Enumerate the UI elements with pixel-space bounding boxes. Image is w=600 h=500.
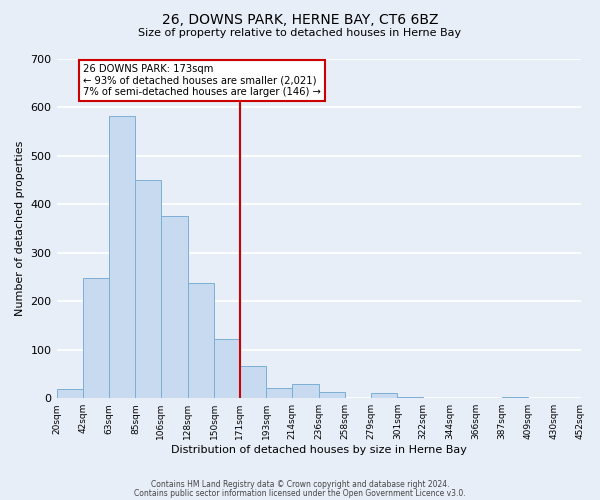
- X-axis label: Distribution of detached houses by size in Herne Bay: Distribution of detached houses by size …: [170, 445, 466, 455]
- Y-axis label: Number of detached properties: Number of detached properties: [15, 141, 25, 316]
- Bar: [319, 392, 345, 398]
- Bar: [214, 339, 239, 398]
- Text: 26, DOWNS PARK, HERNE BAY, CT6 6BZ: 26, DOWNS PARK, HERNE BAY, CT6 6BZ: [162, 12, 438, 26]
- Text: 26 DOWNS PARK: 173sqm
← 93% of detached houses are smaller (2,021)
7% of semi-de: 26 DOWNS PARK: 173sqm ← 93% of detached …: [83, 64, 321, 97]
- Bar: [502, 397, 529, 398]
- Bar: [266, 388, 292, 398]
- Bar: [292, 384, 319, 398]
- Text: Contains public sector information licensed under the Open Government Licence v3: Contains public sector information licen…: [134, 488, 466, 498]
- Bar: [161, 216, 188, 398]
- Bar: [83, 278, 109, 398]
- Bar: [56, 390, 83, 398]
- Bar: [109, 116, 136, 398]
- Bar: [371, 394, 397, 398]
- Text: Size of property relative to detached houses in Herne Bay: Size of property relative to detached ho…: [139, 28, 461, 38]
- Text: Contains HM Land Registry data © Crown copyright and database right 2024.: Contains HM Land Registry data © Crown c…: [151, 480, 449, 489]
- Bar: [397, 397, 423, 398]
- Bar: [239, 366, 266, 398]
- Bar: [188, 283, 214, 398]
- Bar: [136, 180, 161, 398]
